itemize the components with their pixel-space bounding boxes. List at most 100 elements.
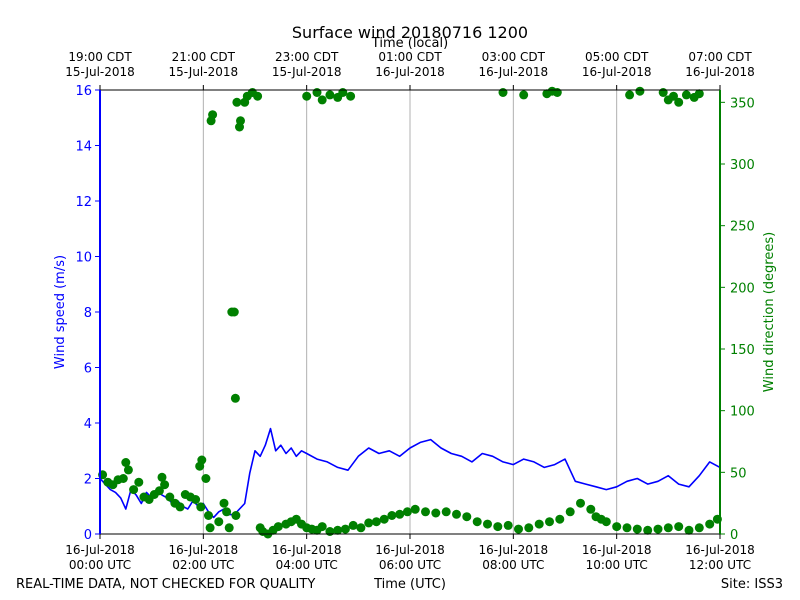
wind-direction-point-30 xyxy=(219,498,229,508)
wind-direction-point-48 xyxy=(273,522,283,532)
bottom-tick-time-2: 04:00 UTC xyxy=(276,558,338,572)
wind-direction-point-119 xyxy=(338,88,348,97)
wind-direction-point-60 xyxy=(348,520,358,530)
wind-direction-point-96 xyxy=(684,525,694,535)
wind-direction-point-31 xyxy=(222,507,232,517)
wind-direction-point-21 xyxy=(196,502,206,512)
wind-direction-point-14 xyxy=(160,480,170,490)
right-tick-label-6: 300 xyxy=(730,158,755,173)
wind-direction-point-4 xyxy=(118,474,128,483)
bottom-tick-date-4: 16-Jul-2018 xyxy=(479,543,549,557)
wind-direction-point-77 xyxy=(503,520,513,530)
wind-direction-point-114 xyxy=(302,91,312,101)
wind-direction-point-79 xyxy=(524,523,534,533)
top-axis-label: Time (local) xyxy=(371,36,448,51)
wind-direction-point-70 xyxy=(431,508,441,518)
top-tick-date-1: 15-Jul-2018 xyxy=(169,65,239,79)
wind-direction-point-115 xyxy=(312,88,322,97)
wind-direction-point-95 xyxy=(674,522,684,532)
wind-direction-point-76 xyxy=(493,522,503,532)
x-axis-label: Time (UTC) xyxy=(373,577,446,592)
top-tick-time-2: 23:00 CDT xyxy=(275,50,339,64)
wind-direction-point-43 xyxy=(253,91,263,101)
wind-direction-point-56 xyxy=(317,522,327,532)
left-axis-ticks: 0 2 4 6 8 10 12 14 16 xyxy=(75,84,100,543)
bottom-tick-date-2: 16-Jul-2018 xyxy=(272,543,342,557)
wind-direction-point-12 xyxy=(154,486,164,496)
left-tick-label-5: 10 xyxy=(75,251,92,266)
left-tick-label-0: 0 xyxy=(84,528,92,543)
bottom-tick-date-5: 16-Jul-2018 xyxy=(582,543,652,557)
bottom-tick-time-3: 06:00 UTC xyxy=(379,558,441,572)
wind-direction-point-105 xyxy=(625,90,635,100)
top-tick-time-6: 07:00 CDT xyxy=(688,50,752,64)
wind-direction-point-25 xyxy=(204,511,213,520)
right-tick-label-2: 100 xyxy=(730,405,755,420)
wind-direction-point-113 xyxy=(694,89,704,99)
wind-direction-point-72 xyxy=(452,509,461,519)
wind-direction-point-111 xyxy=(681,90,691,100)
right-tick-label-5: 250 xyxy=(730,220,755,235)
top-tick-date-4: 16-Jul-2018 xyxy=(479,65,549,79)
bottom-tick-date-6: 16-Jul-2018 xyxy=(685,543,755,557)
wind-direction-point-120 xyxy=(346,91,356,101)
wind-direction-point-106 xyxy=(635,86,645,96)
wind-direction-point-39 xyxy=(236,116,245,126)
wind-direction-point-88 xyxy=(601,517,611,527)
wind-direction-point-6 xyxy=(123,465,133,475)
top-tick-time-0: 19:00 CDT xyxy=(68,50,132,64)
wind-direction-point-74 xyxy=(472,517,482,527)
wind-direction-point-36 xyxy=(231,511,241,520)
right-tick-label-4: 200 xyxy=(730,281,755,296)
wind-direction-point-84 xyxy=(576,498,585,508)
wind-direction-point-23 xyxy=(197,455,207,465)
top-tick-date-3: 16-Jul-2018 xyxy=(375,65,445,79)
wind-direction-point-7 xyxy=(129,485,139,495)
wind-direction-point-109 xyxy=(669,91,678,101)
wind-direction-point-94 xyxy=(663,523,673,533)
wind-direction-point-20 xyxy=(191,495,201,504)
wind-direction-point-78 xyxy=(514,524,523,534)
wind-direction-point-13 xyxy=(157,472,167,482)
left-tick-label-1: 2 xyxy=(84,473,92,488)
top-tick-time-3: 01:00 CDT xyxy=(378,50,442,64)
wind-direction-point-85 xyxy=(586,504,596,514)
wind-direction-point-61 xyxy=(356,523,366,533)
bottom-tick-time-1: 02:00 UTC xyxy=(172,558,234,572)
wind-direction-point-73 xyxy=(462,512,472,522)
bottom-tick-date-0: 16-Jul-2018 xyxy=(65,543,135,557)
wind-direction-point-93 xyxy=(653,524,663,534)
wind-direction-point-66 xyxy=(395,509,405,519)
top-tick-date-0: 15-Jul-2018 xyxy=(65,65,135,79)
wind-direction-point-101 xyxy=(519,90,529,100)
wind-direction-point-80 xyxy=(534,519,544,529)
wind-direction-point-63 xyxy=(371,517,381,527)
wind-direction-point-116 xyxy=(317,95,327,105)
wind-direction-point-69 xyxy=(421,507,430,517)
left-axis-label: Wind speed (m/s) xyxy=(53,255,68,369)
left-tick-label-6: 12 xyxy=(75,195,92,210)
right-tick-label-1: 50 xyxy=(730,466,747,481)
wind-direction-point-29 xyxy=(214,517,224,527)
wind-direction-point-90 xyxy=(622,523,632,533)
top-tick-time-1: 21:00 CDT xyxy=(172,50,236,64)
chart-title: Surface wind 20180716 1200 xyxy=(292,23,528,42)
wind-direction-point-65 xyxy=(387,511,397,520)
wind-direction-point-104 xyxy=(552,88,562,97)
wind-direction-point-24 xyxy=(201,474,211,483)
wind-direction-point-5 xyxy=(121,458,131,467)
wind-direction-point-92 xyxy=(643,525,653,535)
footer-site: Site: ISS3 xyxy=(721,577,783,592)
wind-direction-point-110 xyxy=(674,97,684,107)
top-tick-date-6: 16-Jul-2018 xyxy=(685,65,755,79)
bottom-tick-time-0: 00:00 UTC xyxy=(69,558,131,572)
left-tick-label-4: 8 xyxy=(84,306,92,321)
wind-direction-point-107 xyxy=(658,88,668,97)
footer-quality-note: REAL-TIME DATA, NOT CHECKED FOR QUALITY xyxy=(16,577,315,592)
wind-direction-point-83 xyxy=(565,507,575,517)
wind-direction-point-8 xyxy=(134,477,144,487)
right-axis-label: Wind direction (degrees) xyxy=(762,232,777,392)
